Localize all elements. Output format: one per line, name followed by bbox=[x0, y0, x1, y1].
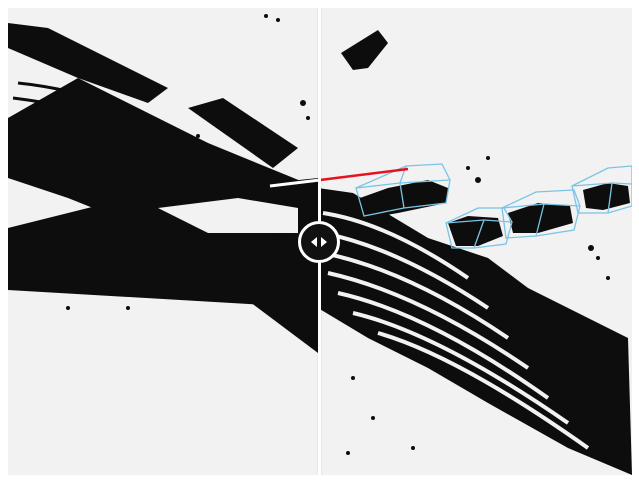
chevron-left-right-icon bbox=[311, 237, 327, 247]
point-cloud-scan-rings bbox=[12, 81, 159, 160]
point-cloud-scene bbox=[8, 14, 632, 475]
point-cloud-ground-wedge bbox=[318, 188, 632, 475]
ego-heading-line bbox=[269, 178, 321, 188]
bounding-box-vehicle[interactable] bbox=[571, 165, 632, 214]
comparison-slider-handle[interactable] bbox=[298, 221, 340, 263]
left-point-cloud bbox=[8, 14, 318, 353]
point-cloud-scatter-left bbox=[66, 14, 310, 310]
point-cloud-clearing bbox=[158, 198, 298, 233]
detected-vehicle-points bbox=[360, 180, 630, 246]
point-cloud-ring-gaps bbox=[322, 211, 590, 450]
point-cloud-lower-band bbox=[158, 223, 318, 353]
right-point-cloud bbox=[318, 30, 632, 475]
point-cloud-vehicle-block bbox=[188, 98, 298, 168]
trajectory-line bbox=[319, 167, 409, 182]
detection-boxes bbox=[355, 163, 632, 249]
bounding-box-vehicle[interactable] bbox=[355, 163, 451, 217]
point-cloud-ego-cluster bbox=[203, 158, 278, 198]
point-cloud-building bbox=[341, 30, 388, 70]
bounding-box-vehicle[interactable] bbox=[445, 207, 513, 249]
comparison-viewer[interactable] bbox=[8, 8, 632, 475]
point-cloud-scatter-right bbox=[346, 156, 610, 455]
point-cloud-top-structure bbox=[8, 23, 168, 103]
bounding-box-vehicle[interactable] bbox=[501, 189, 581, 239]
